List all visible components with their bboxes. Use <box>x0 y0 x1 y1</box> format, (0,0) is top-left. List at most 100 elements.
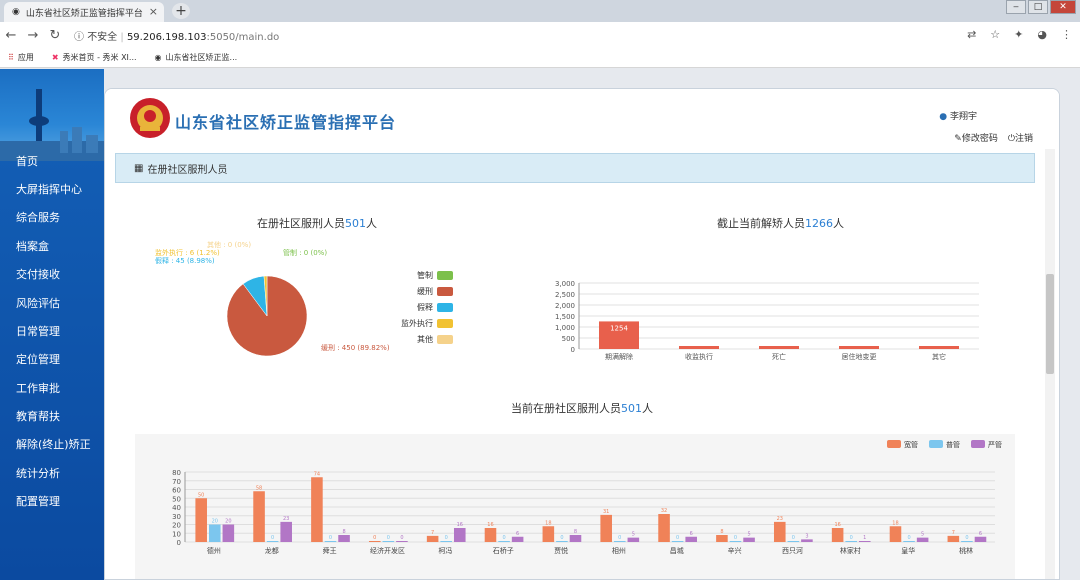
sidebar-item-home[interactable]: 首页 <box>16 155 38 168</box>
y-tick-label: 500 <box>562 335 575 343</box>
bar <box>440 541 452 542</box>
bar-data-label: 0 <box>445 535 448 541</box>
legend-swatch <box>887 440 901 448</box>
bar <box>368 541 381 542</box>
bar <box>743 537 755 542</box>
release-bar-chart: 3,000 2,500 2,000 1,500 1,000 500 0 期满解除 收监执行 死亡 居… <box>555 280 979 361</box>
bar <box>338 535 350 542</box>
bookmarks-bar: ⠿ 应用 ✖ 秀米首页 - 秀米 XI... ◉ 山东省社区矫正监... <box>0 48 1080 68</box>
sidebar-item-statistics[interactable]: 统计分析 <box>16 467 60 480</box>
x-tick-label: 林家村 <box>840 546 861 555</box>
bar-data-label: 18 <box>892 520 898 526</box>
bar-data-label: 0 <box>373 535 376 541</box>
address-bar[interactable]: ⓘ 不安全 | 59.206.198.103:5050/main.do <box>74 31 280 43</box>
bar-data-label: 0 <box>907 535 910 541</box>
bar <box>839 346 879 349</box>
y-tick-label: 50 <box>172 495 181 503</box>
sidebar-item-approval[interactable]: 工作审批 <box>16 382 60 395</box>
pie-slice-label: 监外执行 : 6 (1.2%) <box>155 248 220 257</box>
bar <box>511 536 524 542</box>
user-icon: ● <box>939 112 948 122</box>
x-tick-label: 贾悦 <box>554 546 568 555</box>
sidebar-item-handover[interactable]: 交付接收 <box>16 268 60 281</box>
sidebar-item-command-center[interactable]: 大屏指挥中心 <box>16 183 82 196</box>
tab-title: 山东省社区矫正监管指挥平台 <box>25 8 143 19</box>
bar <box>208 524 221 542</box>
bar <box>947 535 960 542</box>
y-tick-label: 0 <box>571 346 575 354</box>
toolbar-icons: ⇄ ☆ ✦ ◕ ⋮ <box>967 28 1072 41</box>
bar-data-label: 6 <box>979 531 982 537</box>
forward-icon[interactable]: → <box>27 27 39 43</box>
sidebar-item-risk[interactable]: 风险评估 <box>16 297 60 310</box>
pie-chart-title: 在册社区服刑人员501人 <box>257 217 377 230</box>
sidebar-item-config[interactable]: 配置管理 <box>16 495 60 508</box>
scrollbar-thumb[interactable] <box>1046 274 1054 374</box>
menu-icon[interactable]: ⋮ <box>1061 28 1072 41</box>
bar-data-label: 7 <box>952 530 955 536</box>
globe-icon: ◉ <box>12 7 20 17</box>
sidebar-item-services[interactable]: 综合服务 <box>16 211 60 224</box>
bar <box>498 541 510 542</box>
profile-icon[interactable]: ◕ <box>1037 28 1047 41</box>
bar <box>759 346 799 349</box>
back-icon[interactable]: ← <box>5 27 17 43</box>
bar-data-label: 1254 <box>610 324 628 332</box>
minimize-button[interactable]: ‒ <box>1006 0 1026 14</box>
bar-data-label: 23 <box>777 516 783 522</box>
pie-legend-label: 监外执行 <box>401 318 433 328</box>
bar <box>613 541 626 542</box>
pie-legend-swatch <box>437 319 453 328</box>
pie-slice <box>263 275 268 317</box>
reload-icon[interactable]: ↻ <box>49 27 61 43</box>
browser-toolbar: ← → ↻ ⓘ 不安全 | 59.206.198.103:5050/main.d… <box>0 22 1080 48</box>
new-tab-button[interactable]: + <box>172 3 190 19</box>
sidebar-item-education[interactable]: 教育帮扶 <box>16 410 60 423</box>
bar <box>253 491 265 542</box>
legend-label: 宽管 <box>904 440 918 449</box>
pie-legend-label: 管制 <box>417 270 433 280</box>
extension-icon[interactable]: ✦ <box>1014 28 1024 41</box>
sidebar-item-archives[interactable]: 档案盒 <box>16 240 49 253</box>
y-tick-label: 3,000 <box>555 280 575 288</box>
bookmark-platform[interactable]: ◉ 山东省社区矫正监... <box>154 53 238 62</box>
bookmark-xiumi[interactable]: ✖ 秀米首页 - 秀米 XI... <box>51 53 137 62</box>
tab-close-button[interactable]: × <box>148 5 158 18</box>
bar <box>961 541 973 542</box>
x-tick-label: 皇华 <box>901 546 915 555</box>
bar-data-label: 0 <box>560 535 563 541</box>
logout-link[interactable]: ⏻注销 <box>1007 134 1033 144</box>
sidebar-item-location[interactable]: 定位管理 <box>16 353 60 366</box>
bar <box>266 541 279 542</box>
app-header: 山东省社区矫正监管指挥平台 ● 李翔宇 ✎修改密码 ⏻注销 <box>105 89 1059 151</box>
bookmark-apps[interactable]: ⠿ 应用 <box>8 53 34 62</box>
sidebar-item-daily[interactable]: 日常管理 <box>16 325 60 338</box>
maximize-button[interactable]: □ <box>1028 0 1048 14</box>
url-path: :5050/main.do <box>206 31 280 43</box>
browser-tab[interactable]: ◉ 山东省社区矫正监管指挥平台 × <box>4 2 164 22</box>
pie-legend-swatch <box>437 287 453 296</box>
sidebar-item-release[interactable]: 解除(终止)矫正 <box>16 438 91 451</box>
bar <box>685 536 697 542</box>
y-tick-label: 2,500 <box>555 291 575 299</box>
pencil-icon: ✎ <box>954 134 962 144</box>
bar <box>426 535 439 542</box>
bar-data-label: 0 <box>329 535 332 541</box>
x-tick-label: 相州 <box>612 546 626 555</box>
translate-icon[interactable]: ⇄ <box>967 28 977 41</box>
bar <box>311 477 323 542</box>
section-title: 在册社区服刑人员 <box>147 164 228 176</box>
release-chart-title: 截止当前解矫人员1266人 <box>717 217 844 230</box>
x-tick-label: 收监执行 <box>685 352 713 361</box>
bar <box>716 535 728 542</box>
star-icon[interactable]: ☆ <box>990 28 1001 41</box>
pie-slice-label: 假释 : 45 (8.98%) <box>155 256 215 265</box>
district-chart-title: 当前在册社区服刑人员501人 <box>511 402 653 415</box>
bar-data-label: 0 <box>792 535 795 541</box>
close-window-button[interactable]: ✕ <box>1050 0 1076 14</box>
bar <box>222 524 235 542</box>
bar-data-label: 31 <box>603 509 609 515</box>
bar <box>382 541 395 542</box>
change-password-link[interactable]: ✎修改密码 <box>954 134 998 144</box>
browser-tab-strip: ◉ 山东省社区矫正监管指挥平台 × + ‒ □ ✕ <box>0 0 1080 22</box>
